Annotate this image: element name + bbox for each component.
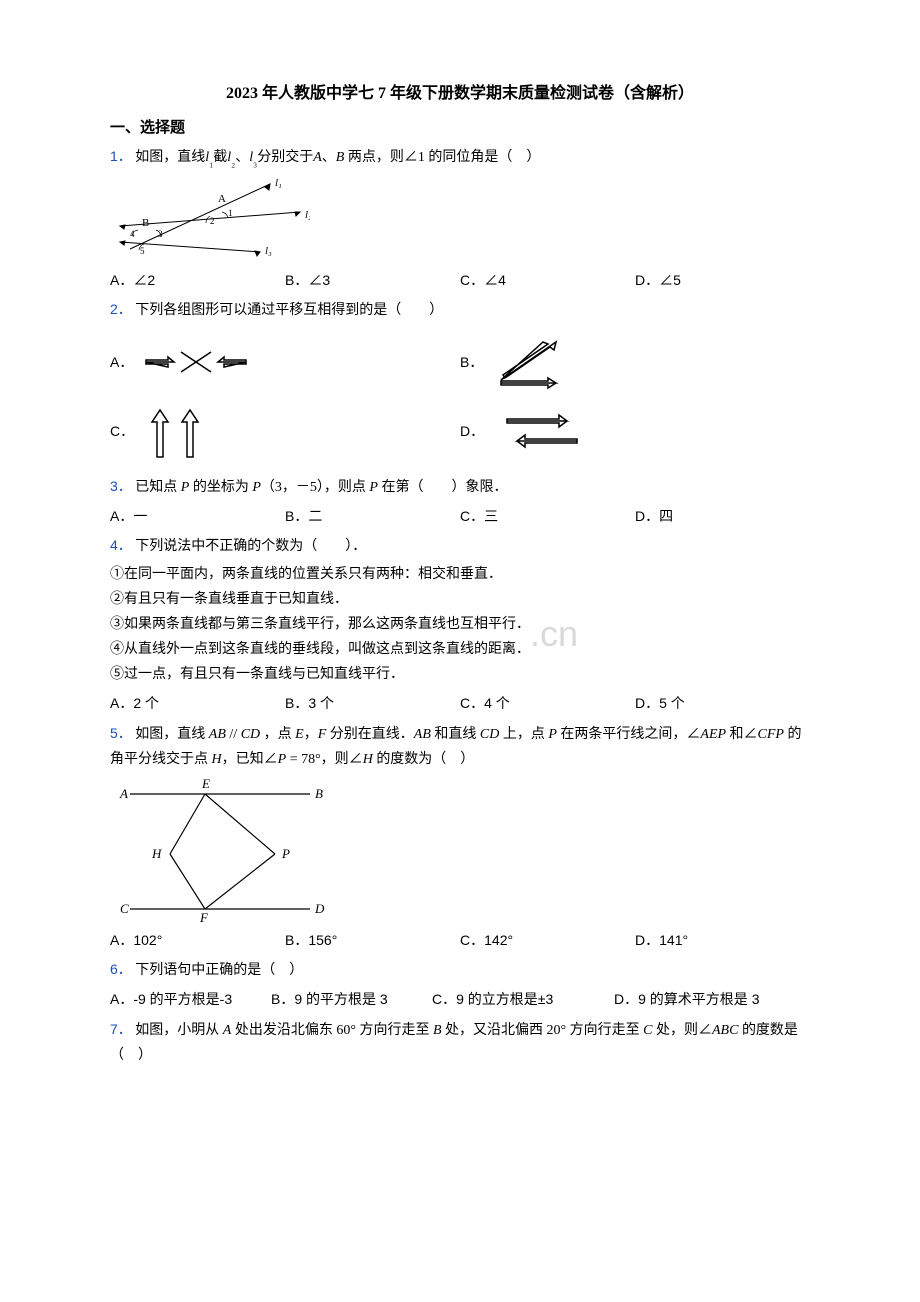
q3-num: 3． [110, 478, 132, 494]
q7-text: 如图，小明从 A 处出发沿北偏东 60° 方向行走至 B 处，又沿北偏西 20°… [110, 1023, 798, 1063]
q7: 7． 如图，小明从 A 处出发沿北偏东 60° 方向行走至 B 处，又沿北偏西 … [110, 1017, 810, 1068]
q3-opt-c: C．三 [460, 504, 635, 529]
svg-text:C: C [120, 901, 129, 916]
q2-opt-b: B． [460, 335, 810, 390]
arrows-up-icon [142, 402, 212, 462]
q4-item-3: ③如果两条直线都与第三条直线平行，那么这两条直线也互相平行． [110, 612, 810, 637]
svg-text:1: 1 [228, 208, 233, 218]
q5-num: 5． [110, 725, 132, 741]
svg-text:D: D [314, 901, 325, 916]
q3-opt-b: B．二 [285, 504, 460, 529]
q3-text: 已知点 P 的坐标为 P（3，－5），则点 P 在第（ ）象限． [135, 480, 507, 495]
q1: 1． 如图，直线l₁截l₂、l₃分别交于A、B 两点，则∠1 的同位角是（ ） [110, 144, 810, 172]
svg-text:5: 5 [140, 246, 145, 256]
q1-num: 1． [110, 148, 132, 164]
q6-opt-d: D．9 的算术平方根是 3 [614, 987, 810, 1012]
q2-opt-c: C． [110, 402, 460, 462]
q5-opt-c: C．142° [460, 928, 635, 953]
svg-text:B: B [315, 786, 323, 801]
q6-opt-b: B．9 的平方根是 3 [271, 987, 432, 1012]
svg-text:A: A [218, 193, 226, 205]
q4-num: 4． [110, 537, 132, 553]
q6-options: A．-9 的平方根是-3 B．9 的平方根是 3 C．9 的立方根是±3 D．9… [110, 987, 810, 1012]
svg-text:E: E [201, 776, 210, 791]
q4-item-1: ①在同一平面内，两条直线的位置关系只有两种：相交和垂直． [110, 562, 810, 587]
q2-num: 2． [110, 301, 132, 317]
q5-options: A．102° B．156° C．142° D．141° [110, 928, 810, 953]
q2-text: 下列各组图形可以通过平移互相得到的是（ ） [135, 303, 443, 318]
q7-num: 7． [110, 1021, 132, 1037]
svg-text:B: B [142, 217, 149, 229]
q4-item-3-wrap: ③如果两条直线都与第三条直线平行，那么这两条直线也互相平行． .cn [110, 612, 810, 637]
q5-opt-b: B．156° [285, 928, 460, 953]
q2: 2． 下列各组图形可以通过平移互相得到的是（ ） [110, 297, 810, 323]
q3-opt-a: A．一 [110, 504, 285, 529]
section-header: 一、选择题 [110, 115, 810, 142]
q4-item-2: ②有且只有一条直线垂直于已知直线． [110, 587, 810, 612]
svg-text:F: F [199, 910, 209, 924]
q4-opt-d: D．5 个 [635, 691, 810, 716]
q3: 3． 已知点 P 的坐标为 P（3，－5），则点 P 在第（ ）象限． [110, 474, 810, 500]
q4-opt-c: C．4 个 [460, 691, 635, 716]
q4-opt-b: B．3 个 [285, 691, 460, 716]
arrows-crossing-icon [141, 346, 251, 378]
q2-opt-a: A． [110, 346, 460, 378]
q1-diagram: l₁ l₂ l₃ A B 1 2 3 4 5 [110, 174, 310, 264]
q4: 4． 下列说法中不正确的个数为（ ）． [110, 533, 810, 559]
svg-text:l₂: l₂ [305, 209, 310, 221]
arrows-opposite-icon [492, 409, 592, 454]
q4-item-4: ④从直线外一点到这条直线的垂线段，叫做这点到这条直线的距离． [110, 637, 810, 662]
q1-opt-b: B．∠3 [285, 268, 460, 293]
page-title: 2023 年人教版中学七 7 年级下册数学期末质量检测试卷（含解析） [110, 80, 810, 109]
q6-opt-a: A．-9 的平方根是-3 [110, 987, 271, 1012]
svg-text:l₁: l₁ [275, 177, 282, 189]
q1-opt-d: D．∠5 [635, 268, 810, 293]
q2-options: A． B． C． D． [110, 329, 810, 468]
q1-opt-a: A．∠2 [110, 268, 285, 293]
q3-options: A．一 B．二 C．三 D．四 [110, 504, 810, 529]
svg-text:P: P [281, 846, 290, 861]
svg-text:H: H [151, 846, 162, 861]
q5-opt-d: D．141° [635, 928, 810, 953]
exam-page: 2023 年人教版中学七 7 年级下册数学期末质量检测试卷（含解析） 一、选择题… [110, 80, 810, 1068]
q6-opt-c: C．9 的立方根是±3 [432, 987, 614, 1012]
q1-options: A．∠2 B．∠3 C．∠4 D．∠5 [110, 268, 810, 293]
svg-text:2: 2 [210, 216, 215, 226]
q4-opt-a: A．2 个 [110, 691, 285, 716]
q4-text: 下列说法中不正确的个数为（ ）． [135, 539, 366, 554]
q6-num: 6． [110, 961, 132, 977]
svg-text:A: A [119, 786, 128, 801]
q6-text: 下列语句中正确的是（ ） [135, 963, 303, 978]
svg-text:l₃: l₃ [265, 245, 272, 257]
q5-text: 如图，直线 AB // CD ，点 E，F 分别在直线．AB 和直线 CD 上，… [110, 727, 802, 767]
q6: 6． 下列语句中正确的是（ ） [110, 957, 810, 983]
q2-opt-d: D． [460, 409, 810, 454]
q3-opt-d: D．四 [635, 504, 810, 529]
q5-opt-a: A．102° [110, 928, 285, 953]
q4-item-5: ⑤过一点，有且只有一条直线与已知直线平行． [110, 662, 810, 687]
q4-options: A．2 个 B．3 个 C．4 个 D．5 个 [110, 691, 810, 716]
q1-opt-c: C．∠4 [460, 268, 635, 293]
q1-text: 如图，直线l₁截l₂、l₃分别交于A、B 两点，则∠1 的同位角是（ ） [135, 150, 540, 165]
q5: 5． 如图，直线 AB // CD ，点 E，F 分别在直线．AB 和直线 CD… [110, 721, 810, 772]
arrows-angled-icon [491, 335, 581, 390]
q5-diagram: A B C D E F H P [110, 774, 340, 924]
